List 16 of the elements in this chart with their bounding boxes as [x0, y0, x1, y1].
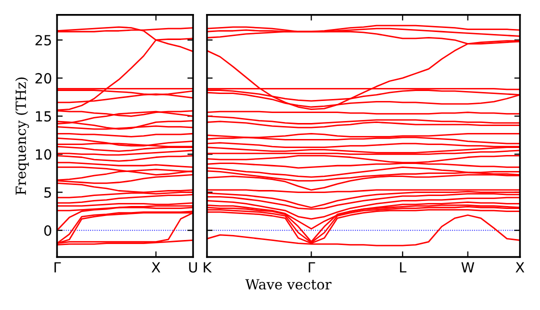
x-tick-label: K [204, 262, 212, 272]
x-tick-label: X [152, 262, 160, 272]
x-tick-label: W [461, 262, 474, 272]
y-tick-label: 15 [36, 111, 51, 122]
y-tick-label: 25 [36, 34, 51, 46]
y-tick-label: 10 [36, 149, 52, 160]
x-tick-label: Γ [54, 262, 61, 272]
x-tick-label: Γ [308, 262, 316, 272]
y-tick-label: 5 [44, 187, 51, 198]
y-tick-label: 20 [36, 73, 52, 84]
x-tick-label: U [189, 262, 197, 273]
y-tick-label: 0 [44, 225, 52, 236]
x-tick-label: X [516, 262, 524, 272]
x-tick-label: L [400, 262, 406, 272]
x-axis-title: Wave vector [245, 279, 332, 290]
y-axis-title: Frequency (THz) [15, 78, 29, 195]
